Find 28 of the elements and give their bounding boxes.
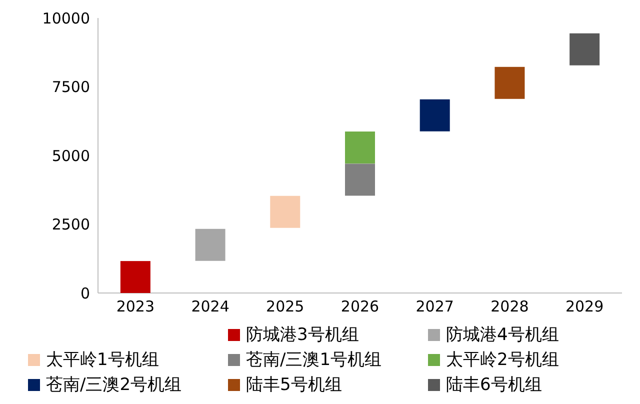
- point: [195, 228, 226, 261]
- x-tick-label: 2027: [416, 298, 454, 316]
- x-tick-label: 2025: [266, 298, 304, 316]
- x-tick-label: 2024: [191, 298, 230, 316]
- x-tick-label: 2026: [340, 298, 380, 316]
- legend-label: 陆丰5号机组: [246, 374, 342, 396]
- legend-label: 苍南/三澳1号机组: [246, 349, 382, 371]
- x-tick-label: 2029: [565, 298, 604, 316]
- point: [420, 99, 450, 132]
- point: [120, 261, 150, 293]
- point: [270, 196, 300, 228]
- point: [494, 66, 525, 99]
- legend-label: 太平岭2号机组: [446, 349, 559, 371]
- y-tick-label: 0: [80, 284, 90, 302]
- point: [345, 164, 375, 196]
- y-tick-label: 2500: [52, 216, 90, 234]
- legend-label: 苍南/三澳2号机组: [46, 374, 182, 396]
- x-tick-label: 2028: [490, 298, 529, 316]
- y-tick-label: 5000: [52, 146, 90, 165]
- legend-label: 太平岭1号机组: [46, 349, 159, 371]
- point: [570, 33, 600, 66]
- y-tick-label: 7500: [52, 78, 90, 96]
- x-tick-label: 2023: [116, 298, 155, 316]
- legend-label: 防城港3号机组: [246, 324, 359, 346]
- legend-label: 防城港4号机组: [446, 324, 559, 346]
- y-tick-label: 10000: [42, 9, 90, 28]
- legend-label: 陆丰6号机组: [446, 374, 542, 396]
- point: [345, 132, 375, 164]
